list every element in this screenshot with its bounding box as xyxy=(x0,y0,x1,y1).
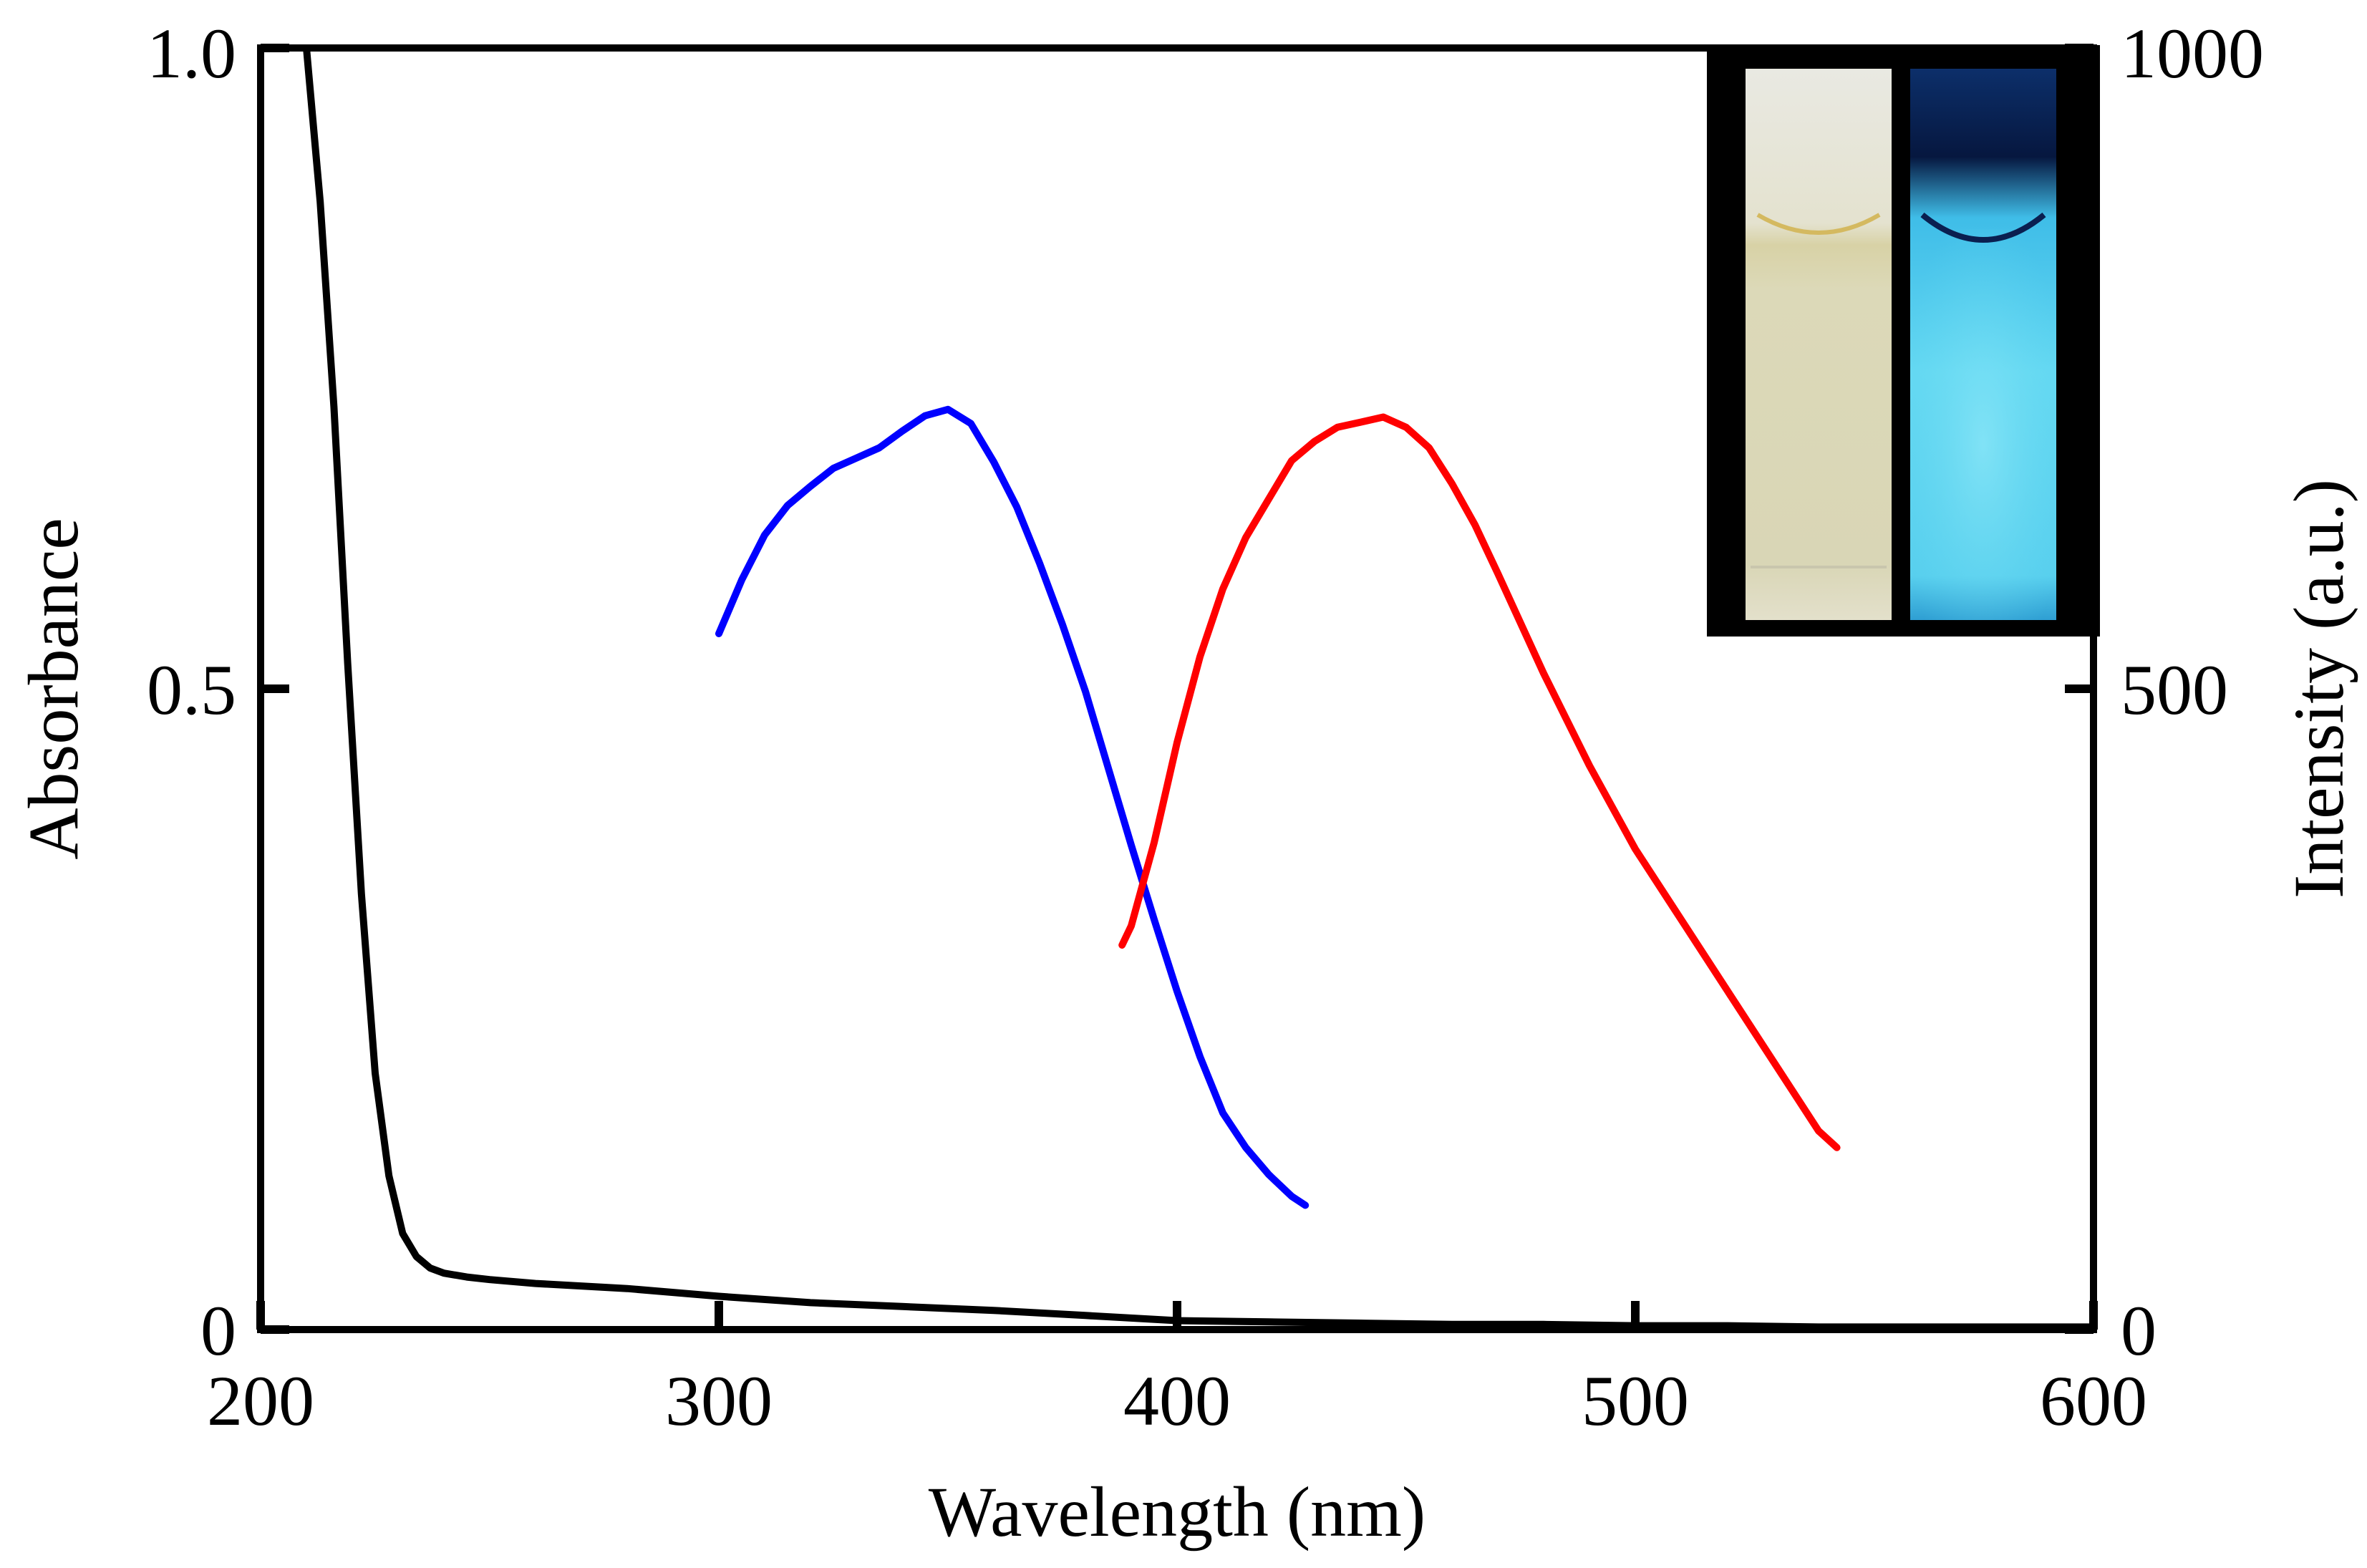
cuvette-uv-glow xyxy=(1910,229,2056,620)
x-tick-label: 400 xyxy=(1123,1361,1231,1441)
x-tick-label: 200 xyxy=(207,1361,314,1441)
cuvette-uv-meniscus xyxy=(1920,212,2046,243)
cuvette-uv xyxy=(1910,69,2056,620)
y-right-tick-label: 500 xyxy=(2121,650,2228,730)
inset-photo xyxy=(1707,45,2100,637)
y-right-tick-label: 1000 xyxy=(2121,14,2264,93)
x-tick-label: 500 xyxy=(1582,1361,1689,1441)
left-y-axis-title: Absorbance xyxy=(14,518,93,860)
y-left-tick-label: 1.0 xyxy=(147,14,236,93)
axis-ticks xyxy=(256,44,2098,1334)
right-y-axis-title: Intensity (a.u.) xyxy=(2279,479,2358,899)
y-left-tick-label: 0.5 xyxy=(147,650,236,730)
cuvette-daylight-meniscus xyxy=(1756,213,1881,235)
series-excitation-line xyxy=(715,405,1310,1209)
cuvette-daylight xyxy=(1746,69,1892,620)
x-axis-title: Wavelength (nm) xyxy=(929,1472,1425,1552)
y-left-tick-label: 0 xyxy=(200,1291,236,1370)
x-tick-label: 600 xyxy=(2040,1361,2147,1441)
y-right-tick-label: 0 xyxy=(2121,1291,2157,1370)
series-emission-line xyxy=(1118,413,1841,1151)
cuvette-daylight-body xyxy=(1746,69,1892,620)
x-tick-label: 300 xyxy=(665,1361,773,1441)
